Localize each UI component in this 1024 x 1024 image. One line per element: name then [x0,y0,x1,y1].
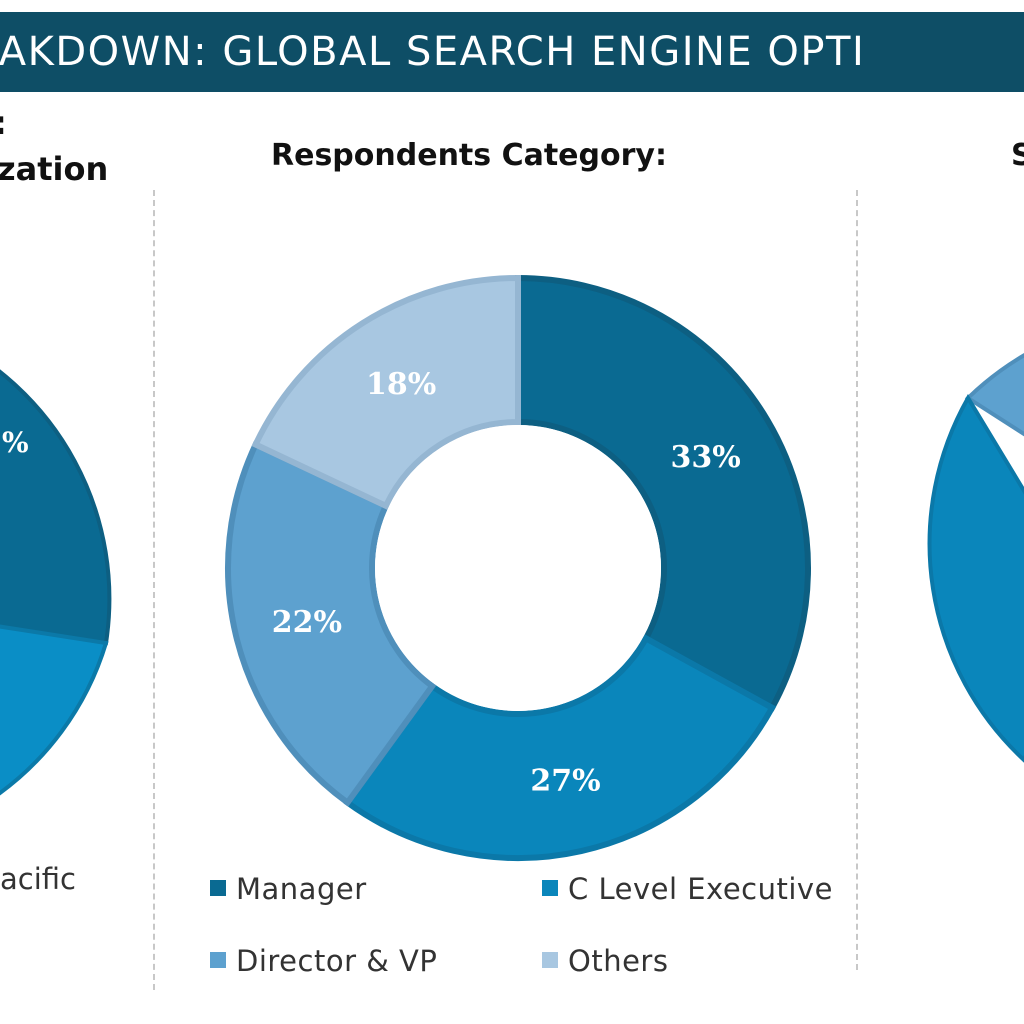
donut-label-director-vp: 22% [272,605,342,640]
left-panel-title-line2: ization [0,150,109,188]
donut-slice-c-level-executive [343,634,777,861]
left-donut-chart: % [0,369,112,796]
donut-slice-others [251,274,521,510]
legend-label: Director & VP [236,944,438,978]
donut-label-manager: 33% [671,440,741,475]
legend-swatch [542,880,558,896]
header-bar: EAKDOWN: GLOBAL SEARCH ENGINE OPTI [0,12,1024,92]
legend-item-director-vp: Director & VP [210,944,437,978]
right-donut-chart [927,353,1024,763]
right-donut-slice-2 [927,394,1024,763]
legend-item-c-level-executive: C Level Executive [542,872,833,906]
right-panel-title: S [1011,138,1024,173]
donut-slice-director-vp [225,440,437,807]
donut-slice-manager [515,274,811,712]
donut-label-others: 18% [366,367,436,402]
center-donut-chart: 33% 27% 22% 18% [225,274,811,861]
legend-swatch [542,952,558,968]
left-legend-text: acific [0,862,76,896]
legend-item-others: Others [542,944,668,978]
left-donut-slice-1 [0,369,112,646]
legend-label: C Level Executive [568,872,833,906]
divider-right [856,190,858,970]
divider-left [153,190,155,990]
legend-swatch [210,952,226,968]
left-donut-slice-2 [0,624,109,796]
left-panel-title-line1: : [0,104,7,142]
legend-label: Manager [236,872,367,906]
page-title: EAKDOWN: GLOBAL SEARCH ENGINE OPTI [0,29,866,75]
chart-title: Respondents Category: [271,138,667,173]
donut-hole [375,425,661,711]
donut-label-c-level-executive: 27% [530,764,600,799]
legend-item-manager: Manager [210,872,367,906]
legend-swatch [210,880,226,896]
legend-label: Others [568,944,669,978]
left-donut-label: % [2,426,29,459]
